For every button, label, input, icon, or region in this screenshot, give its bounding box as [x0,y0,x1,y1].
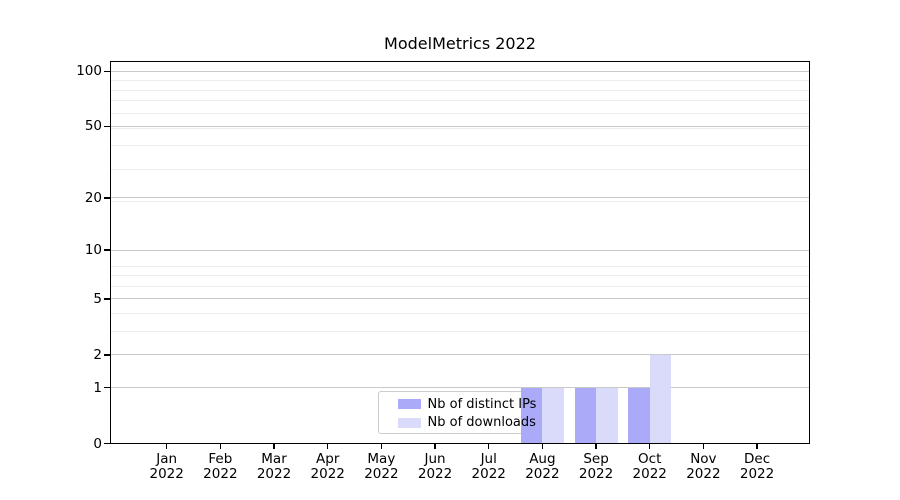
gridline-minor-49 [110,127,810,129]
gridline-major-5 [110,298,810,300]
y-tick-label-100: 100 [76,63,102,80]
legend-label-downloads: Nb of downloads [427,415,536,431]
y-tick-mark-0 [104,442,110,445]
legend-label-distinct-ips: Nb of distinct IPs [427,396,537,412]
x-tick-label-sep: Sep 2022 [578,450,614,482]
x-tick-mark-jun [434,443,436,449]
y-tick-label-10: 10 [84,242,102,259]
gridline-minor-89 [110,80,810,82]
y-tick-mark-10 [104,249,110,251]
x-tick-mark-jul [488,443,490,449]
legend-item-distinct-ips: Nb of distinct IPs [378,395,545,414]
gridline-major-1 [110,387,810,389]
gridline-major-20 [110,197,810,199]
gridline-minor-19 [110,201,810,203]
x-tick-mark-dec [756,443,758,449]
y-tick-label-0: 0 [93,435,102,452]
y-tick-mark-1 [104,386,110,389]
gridline-major-100 [110,70,810,72]
y-tick-label-50: 50 [84,118,102,135]
x-tick-label-feb: Feb 2022 [203,450,238,482]
gridline-minor-8 [110,265,810,267]
y-tick-mark-2 [104,354,110,356]
x-tick-mark-aug [541,443,544,449]
y-tick-label-1: 1 [93,379,102,396]
legend-item-downloads: Nb of downloads [378,414,545,433]
y-tick-mark-100 [104,70,110,72]
x-tick-mark-sep [595,443,597,449]
bar-sep-nb-of-downloads [596,387,618,444]
x-tick-label-mar: Mar 2022 [256,450,292,482]
bar-aug-nb-of-downloads [542,387,564,444]
x-tick-mark-mar [273,443,275,449]
x-tick-label-aug: Aug 2022 [525,450,560,482]
x-tick-mark-jan [166,443,168,449]
gridline-major-2 [110,354,810,356]
gridline-minor-59 [110,112,810,114]
x-tick-label-jul: Jul 2022 [471,450,506,482]
x-tick-label-oct: Oct 2022 [632,450,667,482]
x-tick-mark-nov [702,443,705,449]
gridline-minor-4 [110,313,810,315]
y-tick-mark-20 [104,197,110,199]
gridline-major-50 [110,125,810,127]
gridline-minor-39 [110,145,810,147]
gridline-minor-79 [110,89,810,91]
gridline-major-10 [110,249,810,251]
x-tick-label-dec: Dec 2022 [739,450,775,482]
y-tick-label-20: 20 [84,189,102,206]
x-tick-mark-oct [649,443,651,449]
gridline-minor-29 [110,168,810,170]
legend-swatch-downloads [397,417,421,428]
bar-aug-nb-of-distinct-ips [520,387,543,444]
gridline-minor-7 [110,275,810,277]
gridline-minor-69 [110,100,810,102]
x-tick-label-nov: Nov 2022 [686,450,721,482]
y-tick-mark-50 [104,125,110,128]
legend: Nb of distinct IPs Nb of downloads [378,391,545,434]
x-tick-label-jan: Jan 2022 [149,450,184,482]
bar-sep-nb-of-distinct-ips [574,387,597,444]
x-tick-mark-feb [219,443,222,449]
gridline-minor-3 [110,331,810,333]
x-tick-label-jun: Jun 2022 [417,450,453,482]
x-tick-mark-apr [327,443,329,449]
gridline-minor-6 [110,286,810,288]
x-tick-mark-may [380,443,383,449]
bar-oct-nb-of-distinct-ips [628,387,650,444]
y-tick-mark-5 [104,298,110,300]
chart-title: ModelMetrics 2022 [384,34,536,53]
bar-oct-nb-of-downloads [649,354,672,444]
y-tick-label-5: 5 [93,290,102,307]
y-tick-label-2: 2 [93,346,102,363]
legend-swatch-distinct-ips [397,399,421,410]
x-tick-label-apr: Apr 2022 [310,450,345,482]
x-tick-label-may: May 2022 [364,450,399,482]
